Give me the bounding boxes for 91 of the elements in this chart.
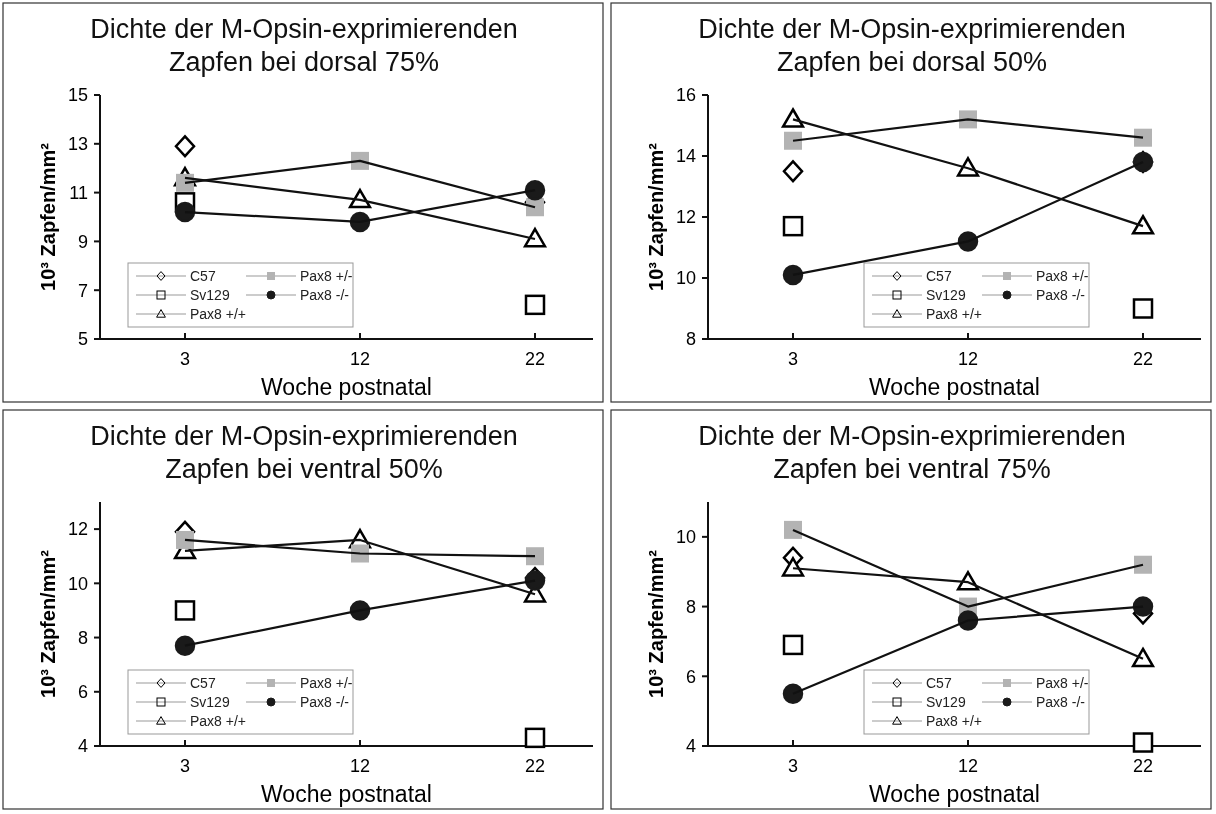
legend-label: Pax8 +/+ — [926, 712, 983, 729]
legend-label: Pax8 +/- — [1036, 267, 1089, 284]
y-tick-label: 14 — [675, 146, 696, 167]
point — [524, 727, 546, 749]
y-tick-label: 6 — [77, 682, 88, 703]
point — [524, 179, 546, 201]
x-axis-title: Woche postnatal — [869, 781, 1040, 807]
x-tick-label: 22 — [524, 349, 546, 369]
chart-title: Dichte der M-Opsin-exprimierenden Zapfen bei dorsal 50% — [698, 14, 1126, 77]
y-tick-label: 8 — [685, 329, 696, 350]
point — [174, 635, 196, 656]
y-tick-label: 5 — [77, 329, 88, 350]
point — [1134, 555, 1152, 574]
x-tick-label: 3 — [179, 756, 191, 776]
x-tick-label: 3 — [179, 349, 191, 369]
legend-label: Pax8 +/- — [1036, 674, 1089, 691]
y-tick-label: 11 — [69, 182, 88, 203]
x-tick-label: 3 — [787, 349, 799, 369]
legend-label: Sv129 — [190, 286, 230, 303]
point — [1134, 128, 1152, 147]
x-tick-label: 12 — [957, 349, 979, 369]
x-tick-label: 12 — [349, 349, 371, 369]
x-axis-title: Woche postnatal — [261, 781, 432, 807]
y-tick-label: 12 — [67, 519, 88, 540]
legend-label: C57 — [190, 267, 216, 284]
point — [526, 547, 544, 566]
legend-label: Sv129 — [926, 286, 966, 303]
legend-label: Sv129 — [926, 693, 966, 710]
y-tick-label: 16 — [675, 85, 696, 106]
chart-title: Dichte der M-Opsin-exprimierenden Zapfen bei ventral 75% — [698, 421, 1126, 484]
point — [782, 683, 804, 704]
y-axis-title: 10³ Zapfen/mm² — [645, 142, 667, 291]
y-tick-label: 10 — [675, 268, 696, 289]
legend-label: C57 — [926, 267, 952, 284]
legend-label: Pax8 +/- — [300, 267, 353, 284]
legend-label: Pax8 -/- — [1036, 286, 1086, 303]
point — [1132, 298, 1154, 319]
point — [1131, 647, 1155, 668]
legend-label: Pax8 +/+ — [190, 305, 247, 322]
x-tick-label: 12 — [957, 756, 979, 776]
y-tick-label: 8 — [77, 627, 88, 648]
point — [781, 557, 805, 577]
point — [176, 530, 194, 549]
y-tick-label: 10 — [67, 573, 88, 594]
point — [174, 600, 196, 621]
y-tick-label: 6 — [685, 666, 696, 687]
point — [782, 215, 804, 237]
y-tick-label: 13 — [67, 134, 88, 155]
point — [782, 634, 804, 656]
y-tick-label: 7 — [77, 280, 88, 301]
point — [1132, 732, 1154, 753]
point — [1132, 596, 1154, 617]
y-tick-label: 4 — [77, 736, 88, 757]
x-tick-label: 22 — [524, 756, 546, 776]
y-tick-label: 9 — [77, 231, 88, 252]
point — [782, 264, 804, 286]
point — [784, 131, 802, 150]
y-tick-label: 4 — [685, 736, 696, 757]
y-tick-label: 15 — [67, 85, 88, 106]
legend-label: C57 — [926, 674, 952, 691]
x-axis-title: Woche postnatal — [261, 374, 432, 400]
y-axis-title: 10³ Zapfen/mm² — [37, 142, 59, 291]
point — [174, 201, 196, 223]
point — [782, 160, 804, 183]
y-tick-label: 10 — [675, 527, 696, 548]
point — [784, 520, 802, 539]
point — [174, 135, 196, 158]
y-axis-title: 10³ Zapfen/mm² — [37, 549, 59, 698]
legend-label: Pax8 -/- — [1036, 693, 1086, 710]
point — [1131, 215, 1155, 235]
legend-label: Pax8 +/+ — [190, 712, 247, 729]
x-tick-label: 22 — [1132, 349, 1154, 369]
point — [524, 570, 546, 591]
legend-label: Sv129 — [190, 693, 230, 710]
point — [781, 108, 805, 128]
legend-label: Pax8 -/- — [300, 286, 350, 303]
chart-title: Dichte der M-Opsin-exprimierenden Zapfen bei ventral 50% — [90, 421, 518, 484]
y-tick-label: 8 — [685, 596, 696, 617]
x-tick-label: 12 — [349, 756, 371, 776]
legend-label: Pax8 -/- — [300, 693, 350, 710]
x-tick-label: 3 — [787, 756, 799, 776]
point — [523, 227, 547, 248]
x-tick-label: 22 — [1132, 756, 1154, 776]
legend-label: Pax8 +/- — [300, 674, 353, 691]
legend-label: C57 — [190, 674, 216, 691]
y-axis-title: 10³ Zapfen/mm² — [645, 549, 667, 698]
legend-label: Pax8 +/+ — [926, 305, 983, 322]
chart-title: Dichte der M-Opsin-exprimierenden Zapfen bei dorsal 75% — [90, 14, 518, 77]
y-tick-label: 12 — [675, 207, 696, 228]
point — [524, 294, 546, 316]
x-axis-title: Woche postnatal — [869, 374, 1040, 400]
